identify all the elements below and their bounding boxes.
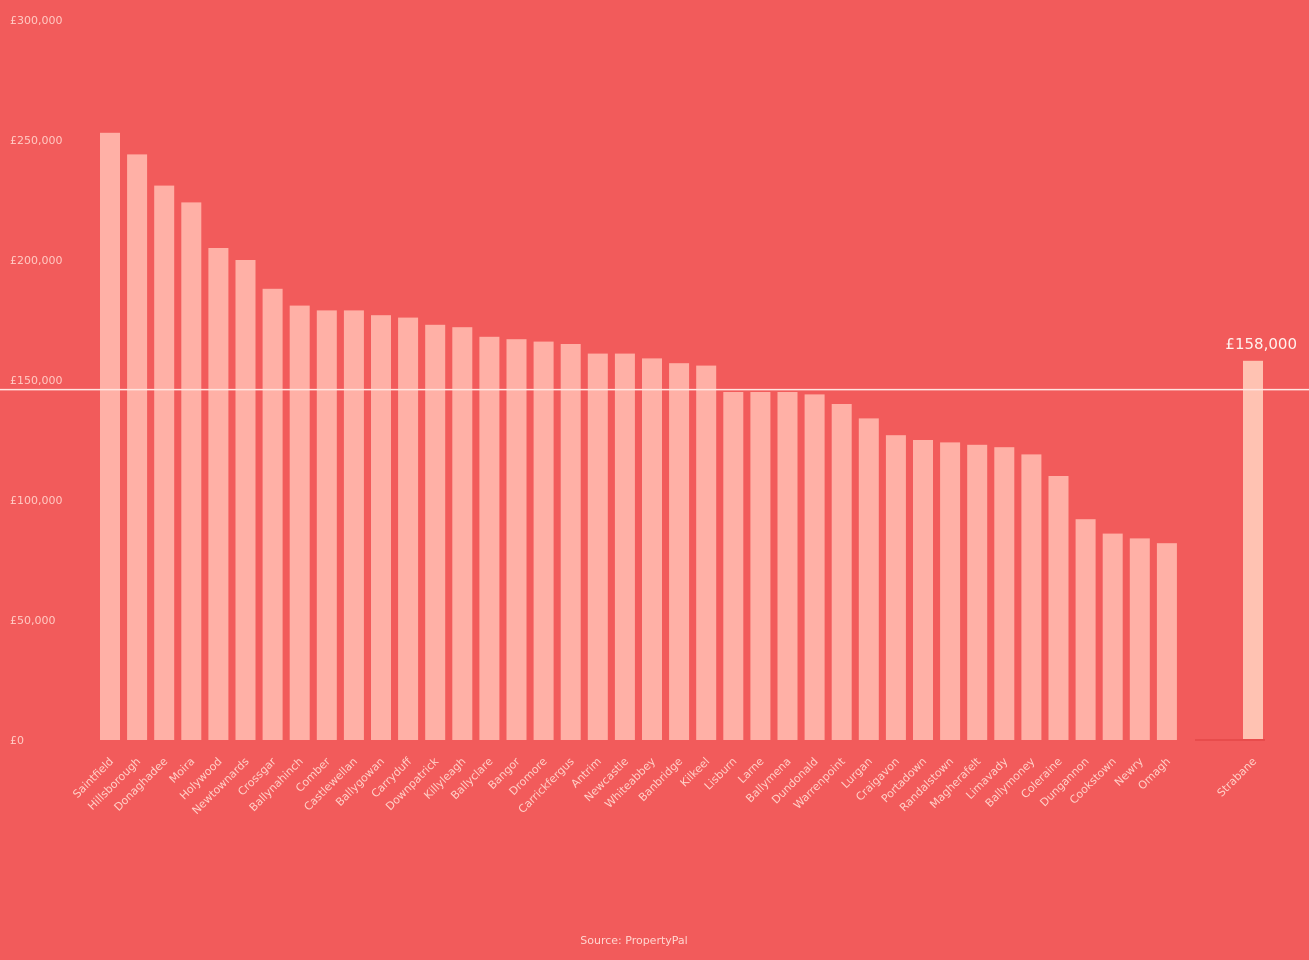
bar: [696, 366, 716, 740]
bar: [1130, 538, 1150, 740]
bar: [805, 394, 825, 740]
highlight-value-label: £158,000: [1225, 335, 1297, 353]
bar: [1243, 361, 1263, 740]
y-tick-label: £100,000: [10, 494, 63, 507]
bar: [778, 392, 798, 740]
bar: [371, 315, 391, 740]
x-axis-labels: SaintfieldHillsboroughDonaghadeeMoiraHol…: [70, 754, 1259, 817]
bar: [398, 318, 418, 740]
bar: [154, 186, 174, 740]
y-tick-label: £50,000: [10, 614, 56, 627]
bar: [642, 358, 662, 740]
bar: [507, 339, 527, 740]
bar: [669, 363, 689, 740]
bar: [1076, 519, 1096, 740]
bar: [479, 337, 499, 740]
bar: [344, 310, 364, 740]
source-note: Source: PropertyPal: [580, 934, 687, 947]
y-tick-label: £250,000: [10, 134, 63, 147]
bar: [859, 418, 879, 740]
bar: [1049, 476, 1069, 740]
bar: [994, 447, 1014, 740]
bar: [750, 392, 770, 740]
bar: [263, 289, 283, 740]
bar: [913, 440, 933, 740]
y-tick-label: £300,000: [10, 14, 63, 27]
bar: [425, 325, 445, 740]
bar: [588, 354, 608, 740]
bar: [127, 154, 147, 740]
bar: [940, 442, 960, 740]
bar: [100, 133, 120, 740]
bar: [1157, 543, 1177, 740]
y-tick-label: £0: [10, 734, 24, 747]
bar: [290, 306, 310, 740]
bar: [967, 445, 987, 740]
y-axis: £0 £50,000 £100,000 £150,000 £200,000 £250,00…: [10, 14, 63, 747]
bar: [1103, 534, 1123, 740]
bar: [534, 342, 554, 740]
bars: [100, 133, 1263, 740]
bar: [1021, 454, 1041, 740]
x-tick-label: Strabane: [1215, 755, 1260, 800]
bar: [886, 435, 906, 740]
bar: [317, 310, 337, 740]
y-tick-label: £150,000: [10, 374, 63, 387]
bar: [236, 260, 256, 740]
bar: [561, 344, 581, 740]
bar: [208, 248, 228, 740]
bar: [832, 404, 852, 740]
bar: [181, 202, 201, 740]
bar: [615, 354, 635, 740]
y-tick-label: £200,000: [10, 254, 63, 267]
bar: [723, 392, 743, 740]
